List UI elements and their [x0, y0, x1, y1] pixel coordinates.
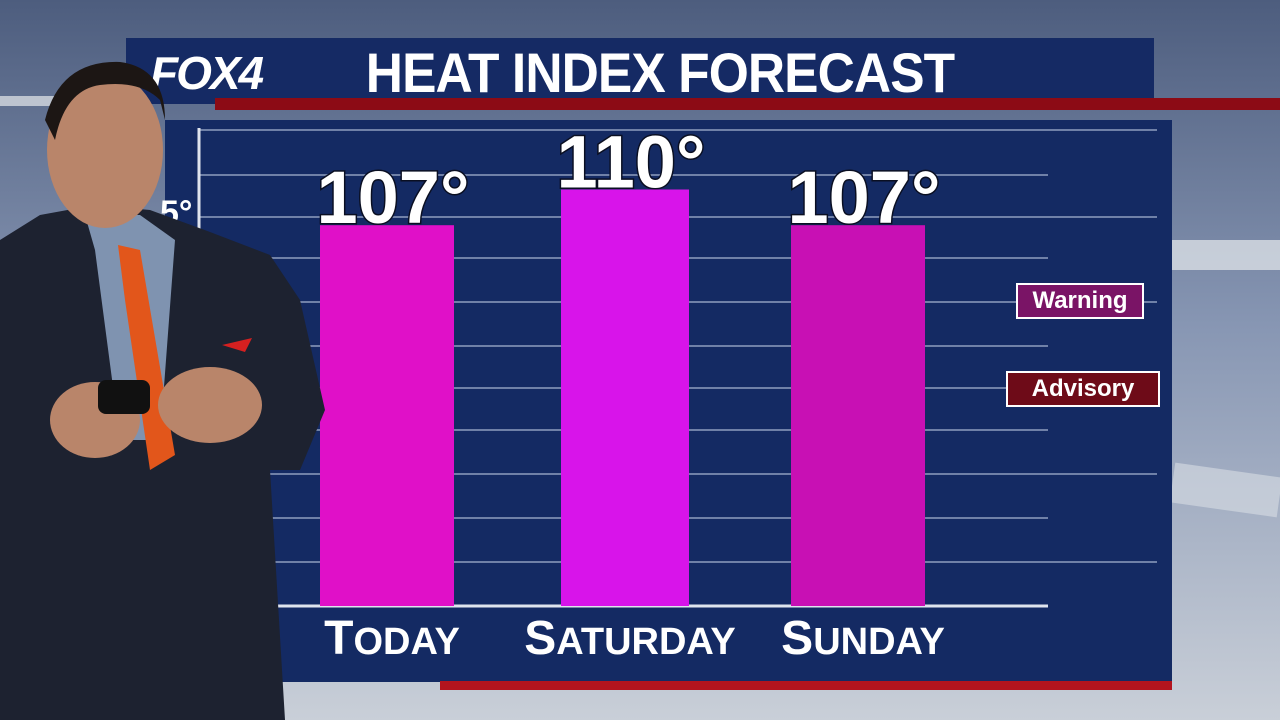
value-label-today: 107° — [316, 156, 469, 239]
bar-today — [320, 225, 454, 606]
category-label-today: TODAY — [324, 612, 460, 665]
bars — [320, 189, 925, 606]
labels: 107° TODAY 110° SATURDAY 107° SUNDAY — [315, 119, 945, 665]
category-label-sunday: SUNDAY — [781, 612, 945, 665]
fox4-logo: FOX4 — [150, 47, 264, 99]
bar-saturday — [561, 189, 689, 606]
title-bar — [126, 38, 1154, 104]
category-label-saturday: SATURDAY — [524, 612, 735, 665]
value-label-sunday: 107° — [787, 156, 940, 239]
title-red-stripe — [215, 98, 1280, 110]
page-title: HEAT INDEX FORECAST — [365, 41, 955, 104]
presenter-figure — [0, 61, 325, 720]
legend-advisory: Advisory — [1006, 371, 1160, 407]
value-label-saturday: 110° — [557, 121, 706, 204]
legend-warning: Warning — [1016, 283, 1144, 319]
bar-sunday — [791, 225, 925, 606]
bottom-red-stripe — [440, 681, 1172, 690]
